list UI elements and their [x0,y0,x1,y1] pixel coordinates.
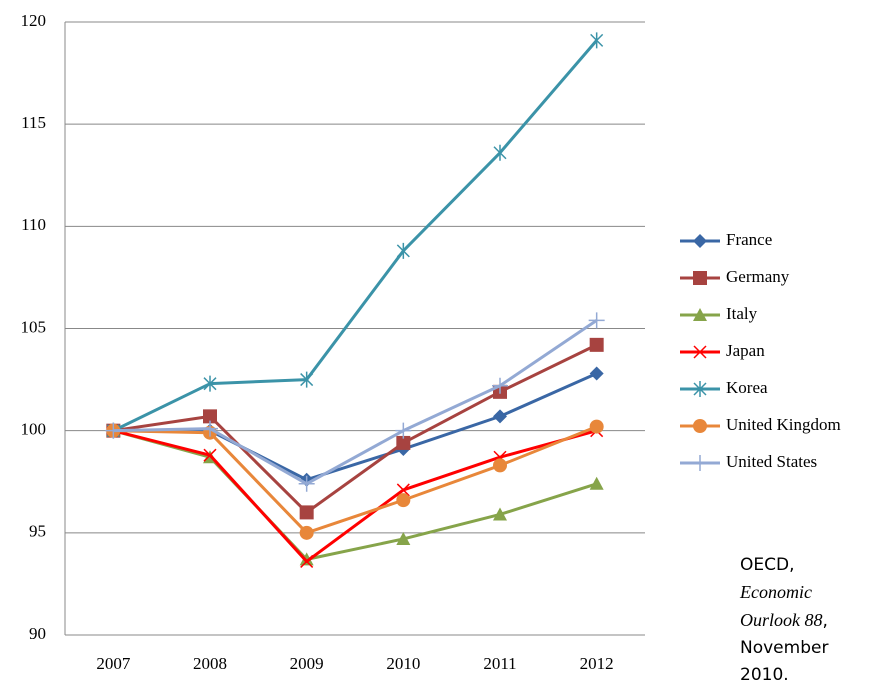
marker [299,525,314,540]
marker [493,458,507,473]
marker [693,345,707,359]
line [112,429,598,561]
line [112,429,598,563]
marker [693,419,707,433]
marker [396,493,411,508]
marker [203,375,217,392]
marker [589,366,604,381]
marker [492,377,508,394]
legend-label: Germany [726,267,790,286]
marker [299,505,314,520]
line [113,425,598,535]
marker [203,448,217,462]
series [105,312,605,492]
marker [299,552,314,566]
marker [493,409,507,424]
marker [693,308,707,321]
y-tick-label: 90 [29,624,46,643]
y-tick-label: 120 [21,11,47,30]
legend-label: United States [726,452,817,471]
legend-label: United Kingdom [726,415,841,434]
legend-label: Italy [726,304,758,323]
x-tick-label: 2007 [96,654,131,673]
legend-label: Korea [726,378,768,397]
line [113,319,598,486]
marker [203,409,217,424]
marker [396,483,410,497]
marker [396,531,411,545]
line [113,343,598,514]
y-tick-label: 115 [21,113,46,132]
marker [396,435,411,450]
marker [589,337,604,352]
x-tick-label: 2010 [386,654,420,673]
marker [105,422,122,439]
marker [693,271,707,285]
marker [692,455,708,471]
marker [493,507,507,521]
note-text: Economic Ourlook 88 [740,582,823,630]
x-tick-label: 2008 [193,654,227,673]
line [113,372,598,482]
series [106,423,604,566]
marker [493,144,507,161]
marker [588,312,605,329]
y-tick-label: 105 [21,317,47,336]
marker [396,242,410,259]
y-tick-label: 100 [21,420,47,439]
marker [300,371,314,388]
legend-label: Japan [726,341,765,360]
marker [693,381,707,397]
legend-label: France [726,230,772,249]
source-note: OECD, Economic Ourlook 88, November 2010. [740,552,840,689]
marker [300,554,314,568]
series [106,366,604,487]
marker [590,32,604,49]
marker [589,419,604,434]
marker [693,234,707,248]
y-tick-label: 95 [29,522,46,541]
marker [202,420,218,437]
series [106,419,604,540]
marker [589,476,604,490]
marker [298,475,315,492]
x-tick-label: 2011 [483,654,516,673]
x-tick-label: 2009 [290,654,324,673]
note-text: OECD, [740,555,795,575]
series [106,424,604,568]
line [112,39,598,433]
marker [395,422,412,439]
y-tick-label: 110 [21,215,46,234]
x-tick-label: 2012 [580,654,614,673]
